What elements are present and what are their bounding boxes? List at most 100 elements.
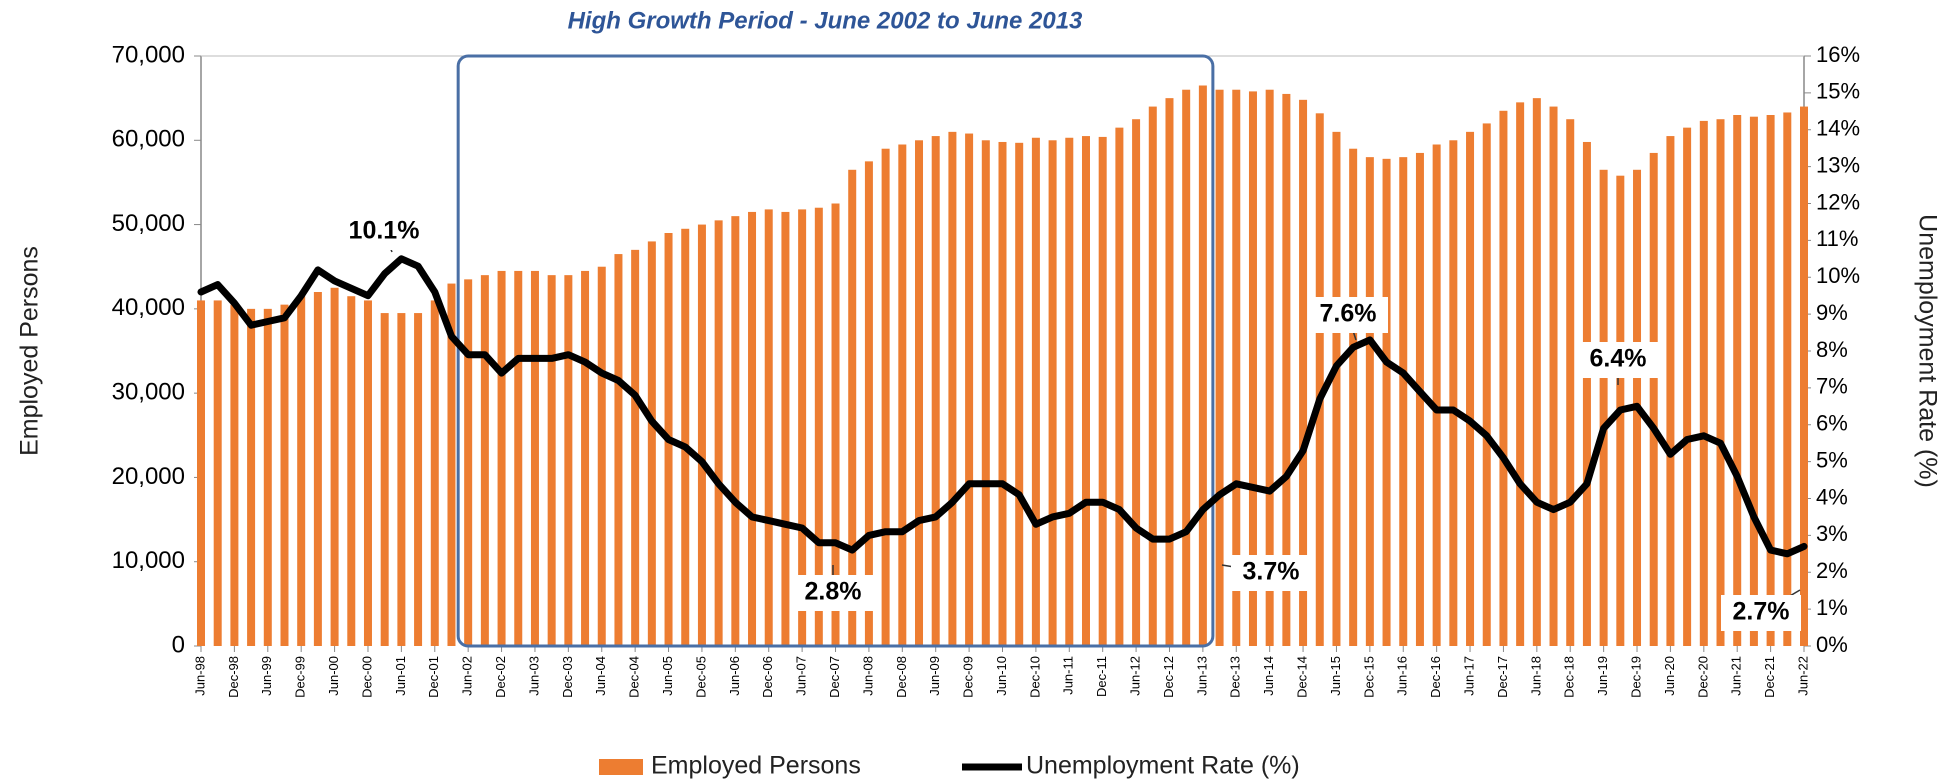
y2-tick-label: 4% [1816,484,1848,509]
bar [731,216,740,646]
x-tick-label: Jun-12 [1128,656,1143,696]
bar [697,224,706,647]
x-tick-label: Jun-09 [927,656,942,696]
x-tick-label: Jun-17 [1461,656,1476,696]
y2-axis-title: Unemployment Rate (%) [1913,214,1941,488]
bar [480,275,489,646]
bar [1182,89,1191,646]
x-tick-label: Jun-15 [1328,656,1343,696]
y2-tick-label: 7% [1816,374,1848,399]
y-axis-title: Employed Persons [16,246,44,456]
x-tick-label: Dec-19 [1628,656,1643,698]
bar [1532,98,1541,646]
bar [363,300,372,646]
y2-tick-label: 5% [1816,447,1848,472]
bar [1215,89,1224,646]
x-tick-label: Dec-08 [894,656,909,698]
bar [1749,116,1758,646]
y2-tick-label: 16% [1816,42,1860,67]
bar [1031,137,1040,646]
x-tick-label: Dec-01 [426,656,441,698]
bar [397,313,406,646]
bar [981,140,990,647]
bar [263,308,272,646]
x-tick-label: Jun-22 [1795,656,1810,696]
bar [1499,110,1508,647]
annotation-bg [344,214,424,250]
line [197,255,1808,558]
y-tick-label: 50,000 [112,210,185,237]
bar [831,203,840,646]
bar [1115,127,1124,646]
y2-tick-label: 15% [1816,79,1860,104]
bar [1015,142,1024,647]
bar [1482,123,1491,646]
bar [881,148,890,646]
y2-tick-label: 0% [1816,632,1848,657]
chart-title: High Growth Period - June 2002 to June 2… [568,7,1083,34]
x-tick-label: Jun-11 [1061,656,1076,695]
bar [681,228,690,647]
x-tick-label: Jun-98 [192,656,207,696]
x-tick-label: Dec-15 [1361,656,1376,698]
x-tick-label: Jun-19 [1595,656,1610,696]
y2-tick-label: 11% [1816,226,1858,251]
bar [1299,99,1308,647]
bar [280,304,289,646]
annotation-bg [793,575,873,611]
bar [647,241,656,646]
x-tick-label: Jun-01 [393,656,408,696]
x-tick-label: Dec-12 [1161,656,1176,698]
bar [447,283,456,646]
bar [965,133,974,647]
y2-tick-label: 12% [1816,189,1860,214]
x-tick-label: Jun-00 [326,656,341,696]
bar [948,131,957,646]
bar [781,211,790,646]
x-tick-label: Jun-10 [994,656,1009,696]
bar [1566,119,1575,646]
x-tick-label: Dec-02 [493,656,508,698]
x-tick-label: Jun-04 [593,656,608,696]
x-tick-label: Dec-10 [1027,656,1042,698]
highlight-box [456,54,1215,648]
bar [1666,136,1675,647]
bar [1449,140,1458,647]
bar [430,300,439,646]
x-tick-label: Dec-14 [1295,656,1310,698]
bar [330,287,339,646]
bar [1783,112,1792,646]
bar [530,270,539,646]
bar [197,300,205,646]
y2-tick-label: 10% [1816,263,1860,288]
annotation: 7.6% [1320,300,1377,328]
bar [1065,137,1074,646]
bar [1081,136,1090,647]
x-tick-label: Jun-03 [526,656,541,696]
y-tick-label: 10,000 [112,547,185,574]
x-tick-label: Dec-00 [359,656,374,698]
bar [864,161,873,646]
x-tick-label: Dec-21 [1762,656,1777,698]
x-tick-label: Jun-18 [1528,656,1543,696]
bar [1466,131,1475,646]
bar [614,254,623,647]
bar [380,313,389,646]
bar [1582,141,1591,646]
bar [1549,106,1558,647]
x-tick-label: Dec-18 [1562,656,1577,698]
x-tick-label: Dec-20 [1695,656,1710,698]
x-tick-label: Jun-21 [1729,656,1744,696]
bar [547,275,556,646]
y2-tick-label: 9% [1816,300,1848,325]
bar [581,270,590,646]
y-tick-label: 40,000 [112,294,185,321]
bar [597,266,606,646]
annotation-bg [1231,555,1311,591]
bar [1382,158,1391,647]
y2-tick-label: 13% [1816,152,1860,177]
bar [1683,127,1692,646]
bar [414,313,423,646]
x-tick-label: Jun-06 [727,656,742,696]
bar [814,207,823,646]
